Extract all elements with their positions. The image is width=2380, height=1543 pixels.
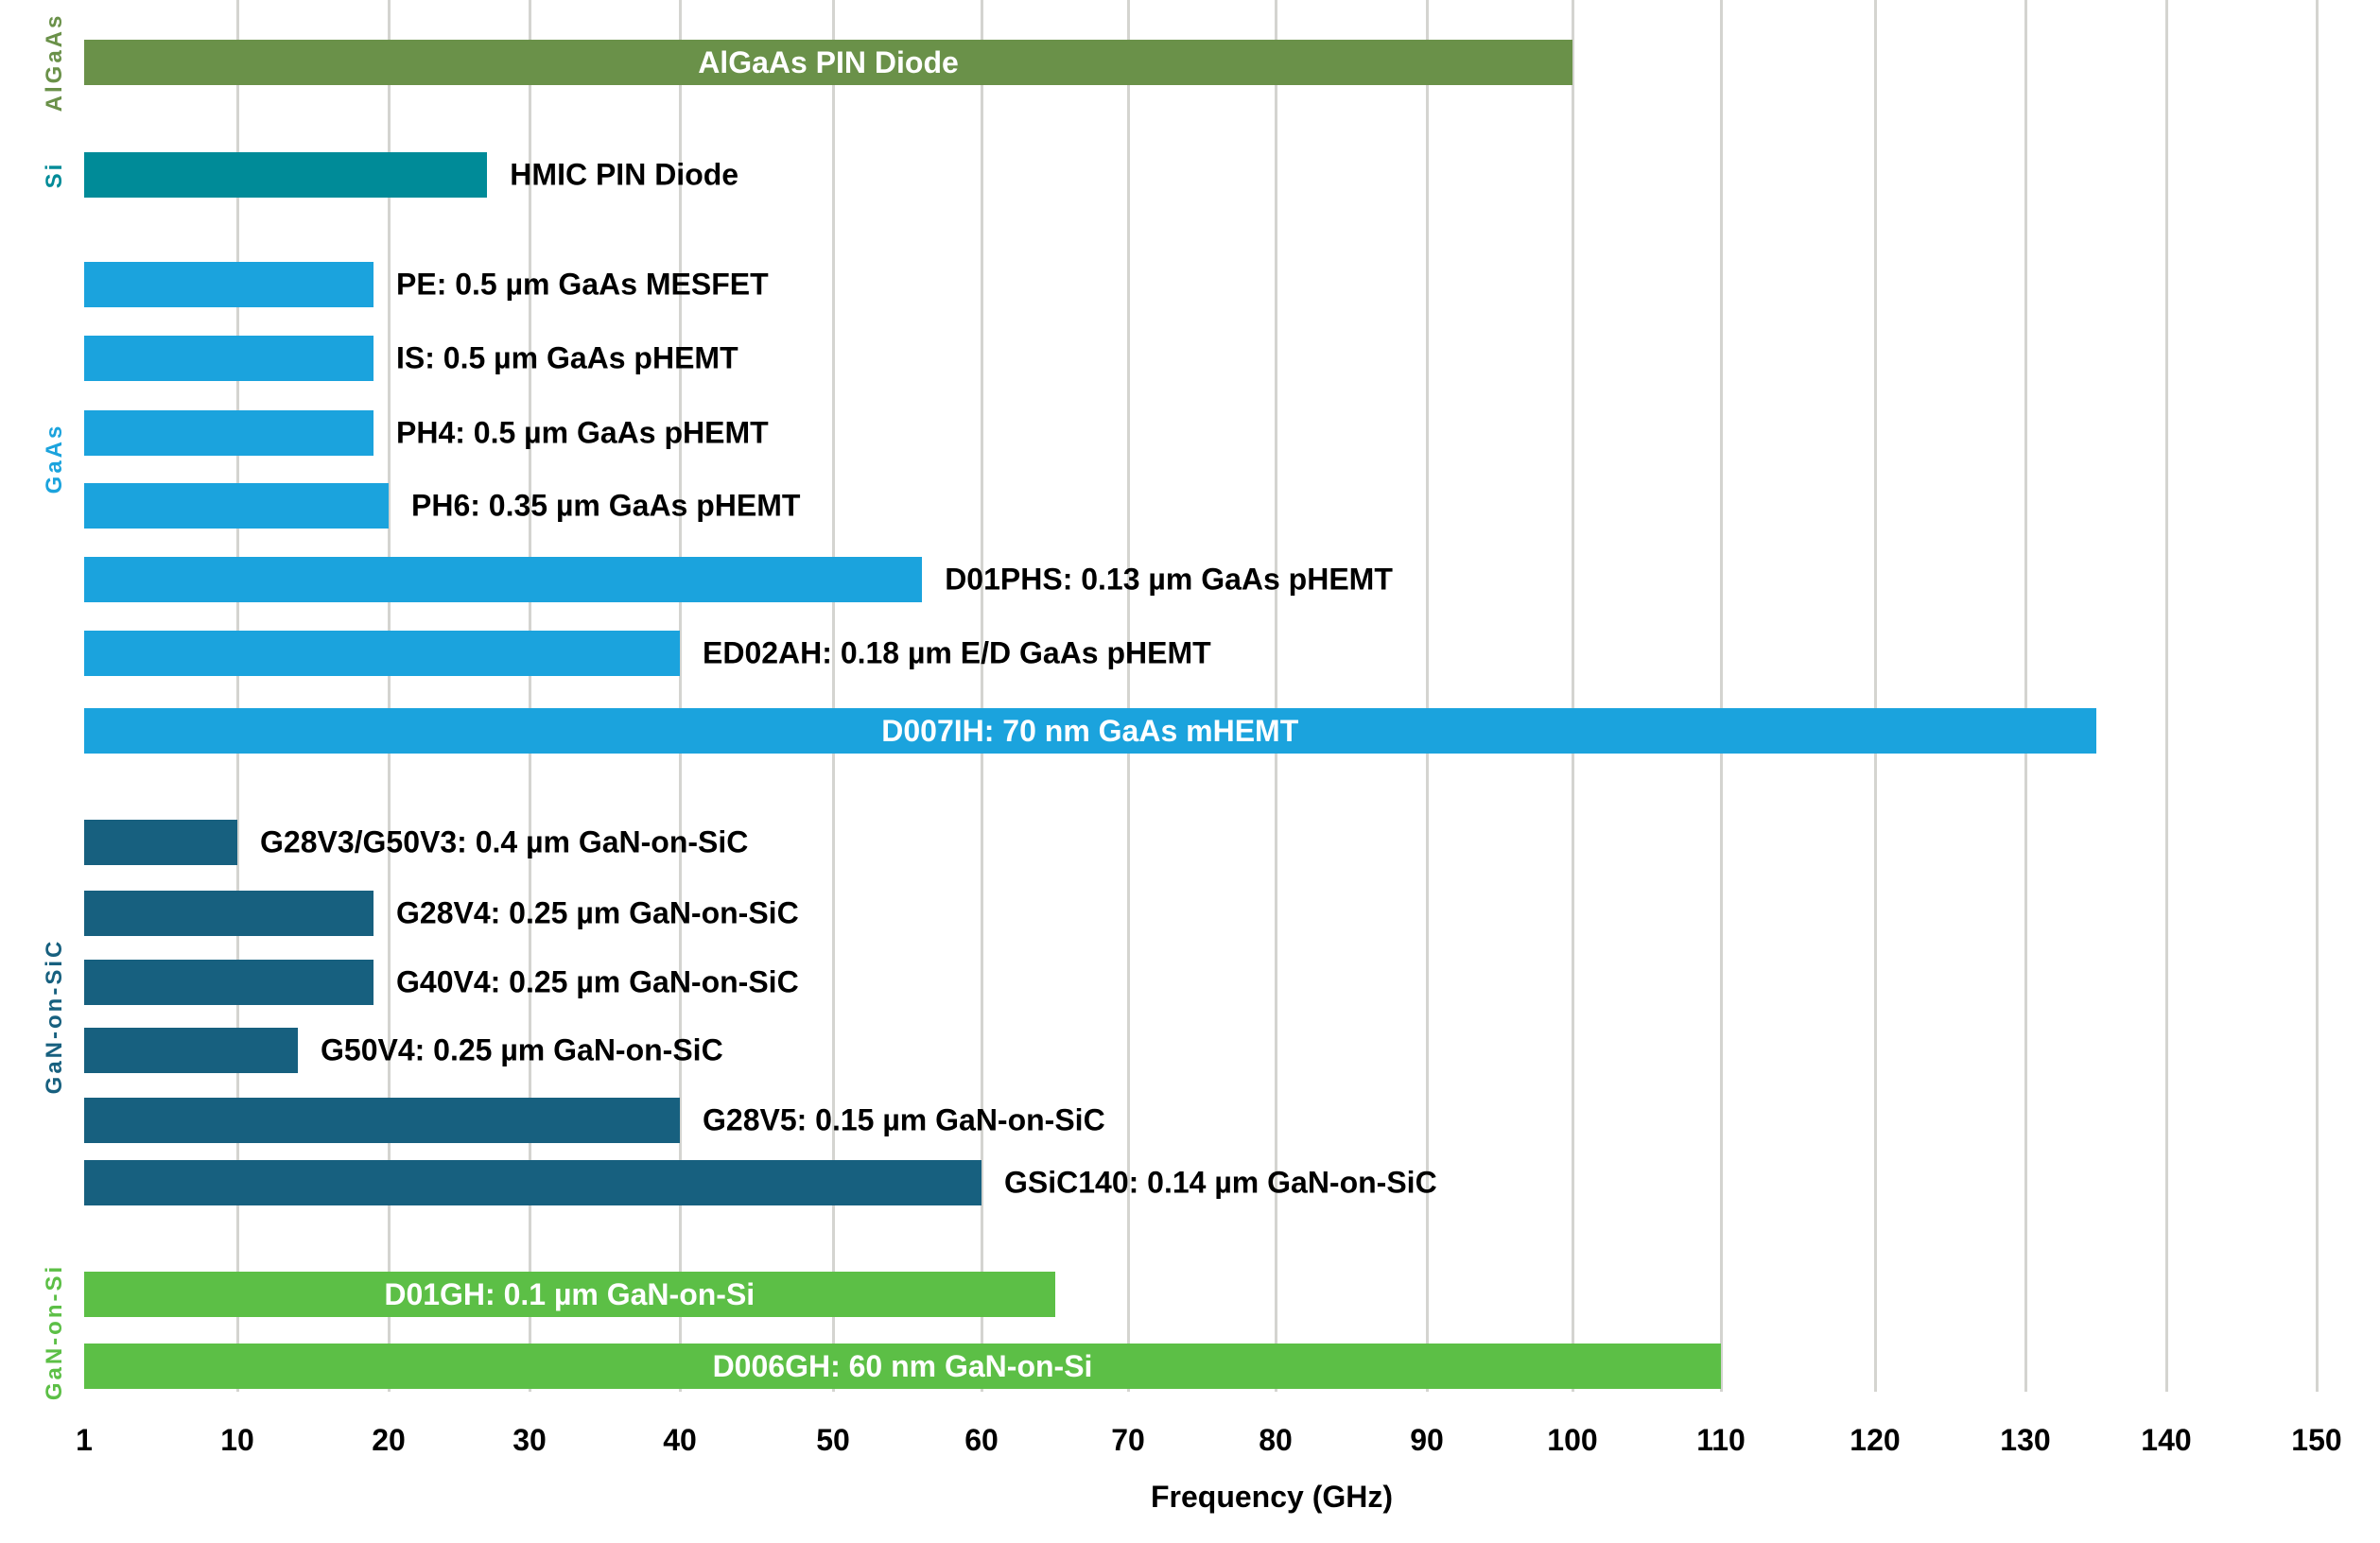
bar (84, 1028, 298, 1073)
bar-label: PE: 0.5 µm GaAs MESFET (396, 267, 769, 302)
gridline (1874, 0, 1877, 1392)
bar (84, 891, 374, 936)
gridline (1275, 0, 1277, 1392)
x-tick-label: 120 (1850, 1423, 1901, 1457)
x-tick-label: 40 (663, 1423, 697, 1457)
bar (84, 1160, 982, 1205)
x-tick-label: 30 (512, 1423, 547, 1457)
bar (84, 960, 374, 1005)
gridline (529, 0, 531, 1392)
gridline (1572, 0, 1574, 1392)
x-tick-label: 130 (2000, 1423, 2051, 1457)
bar-label: G28V5: 0.15 µm GaN-on-SiC (703, 1102, 1105, 1137)
bar: D006GH: 60 nm GaN-on-Si (84, 1344, 1721, 1389)
x-tick-label: 10 (220, 1423, 254, 1457)
bar (84, 1098, 680, 1143)
bar-label: ED02AH: 0.18 µm E/D GaAs pHEMT (703, 635, 1211, 670)
x-axis-label: Frequency (GHz) (1150, 1480, 1394, 1514)
bar-label: PH6: 0.35 µm GaAs pHEMT (411, 488, 801, 523)
bar-label: HMIC PIN Diode (510, 157, 739, 192)
x-tick-label: 150 (2291, 1423, 2342, 1457)
gridline (832, 0, 835, 1392)
bar-label: G40V4: 0.25 µm GaN-on-SiC (396, 964, 799, 999)
group-label: Si (42, 161, 67, 189)
group-label: GaN-on-SiC (42, 938, 67, 1095)
gridline (236, 0, 239, 1392)
x-tick-label: 90 (1410, 1423, 1444, 1457)
bar-label: PH4: 0.5 µm GaAs pHEMT (396, 415, 769, 450)
bar-label: D006GH: 60 nm GaN-on-Si (712, 1348, 1093, 1383)
bar: AlGaAs PIN Diode (84, 40, 1572, 85)
bar-label: D01GH: 0.1 µm GaN-on-Si (384, 1276, 756, 1311)
bar: D01GH: 0.1 µm GaN-on-Si (84, 1272, 1055, 1317)
x-tick-label: 70 (1111, 1423, 1145, 1457)
bar-label: G28V4: 0.25 µm GaN-on-SiC (396, 895, 799, 930)
x-tick-label: 110 (1696, 1423, 1746, 1457)
gridline (388, 0, 391, 1392)
gridline (1127, 0, 1130, 1392)
gridline (2316, 0, 2319, 1392)
bar (84, 631, 680, 676)
bar (84, 336, 374, 381)
gridline (981, 0, 983, 1392)
x-tick-label: 80 (1259, 1423, 1293, 1457)
bar: D007IH: 70 nm GaAs mHEMT (84, 708, 2096, 754)
x-tick-label: 140 (2141, 1423, 2192, 1457)
x-tick-label: 60 (964, 1423, 999, 1457)
group-label: GaAs (42, 423, 67, 494)
bar-label: D007IH: 70 nm GaAs mHEMT (881, 713, 1299, 748)
x-tick-label: 100 (1547, 1423, 1598, 1457)
bar (84, 483, 389, 529)
gridline (1720, 0, 1723, 1392)
group-label: GaN-on-Si (42, 1263, 67, 1401)
gridline (2165, 0, 2168, 1392)
bar-label: AlGaAs PIN Diode (698, 44, 959, 79)
group-label: AlGaAs (42, 12, 67, 113)
x-tick-label: 1 (76, 1423, 93, 1457)
x-tick-label: 50 (816, 1423, 850, 1457)
bar-label: GSiC140: 0.14 µm GaN-on-SiC (1004, 1165, 1437, 1200)
bar (84, 410, 374, 456)
bar (84, 262, 374, 307)
gridline (2024, 0, 2027, 1392)
gridline (679, 0, 682, 1392)
bar-label: D01PHS: 0.13 µm GaAs pHEMT (945, 562, 1393, 597)
x-tick-label: 20 (372, 1423, 406, 1457)
bar (84, 557, 923, 602)
gridline (1426, 0, 1429, 1392)
bar-label: G28V3/G50V3: 0.4 µm GaN-on-SiC (260, 824, 749, 859)
bar-label: IS: 0.5 µm GaAs pHEMT (396, 340, 738, 375)
bar (84, 820, 237, 865)
bar-label: G50V4: 0.25 µm GaN-on-SiC (321, 1032, 723, 1067)
bar (84, 152, 488, 198)
